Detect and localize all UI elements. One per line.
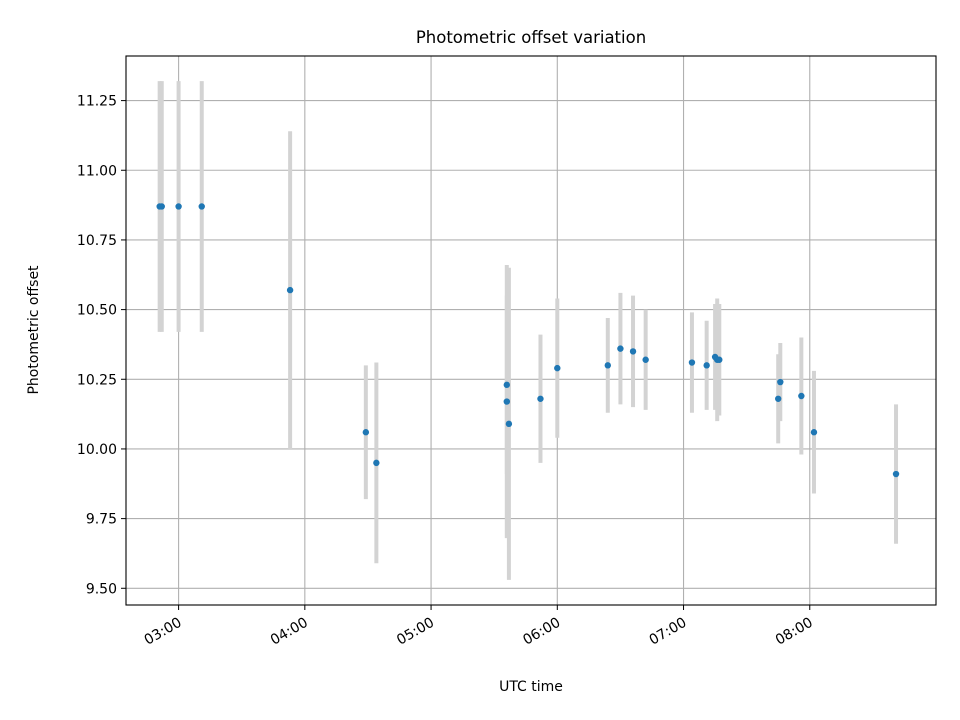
data-point: [716, 356, 723, 363]
x-tick-label: 05:00: [394, 615, 437, 649]
data-point: [775, 395, 782, 402]
y-tick-label: 11.25: [77, 94, 117, 110]
y-tick-label: 10.25: [77, 372, 117, 388]
data-point: [362, 429, 370, 436]
data-point: [703, 362, 710, 369]
chart-title: Photometric offset variation: [416, 28, 646, 47]
data-point: [503, 398, 511, 405]
error-bars: [157, 81, 899, 580]
y-tick-label: 10.00: [77, 442, 117, 458]
y-tick-label: 10.50: [77, 303, 117, 319]
data-points: [156, 203, 900, 478]
y-tick-label: 10.75: [77, 233, 117, 249]
data-point: [286, 286, 294, 294]
y-tick-label: 9.75: [86, 512, 117, 528]
data-point: [892, 470, 900, 478]
data-point: [604, 362, 611, 369]
data-point: [617, 345, 624, 352]
x-tick-label: 08:00: [773, 615, 816, 649]
data-point: [688, 359, 696, 366]
y-axis-label: Photometric offset: [26, 265, 42, 395]
data-point: [175, 203, 182, 210]
x-tick-label: 07:00: [647, 615, 690, 649]
data-point: [505, 420, 513, 428]
x-tick-label: 03:00: [142, 615, 185, 649]
x-tick-label: 04:00: [268, 615, 311, 649]
axis-ticks: 03:00 04:00 05:00 06:00 07:00 08:00 9.50 9.75 10…: [77, 94, 816, 649]
plot-frame: [125, 55, 937, 606]
grid-lines: [126, 56, 936, 605]
data-point: [537, 395, 544, 402]
data-point: [777, 378, 784, 386]
data-point: [798, 392, 805, 400]
y-tick-label: 11.00: [77, 163, 117, 179]
data-point: [810, 429, 818, 436]
data-point: [158, 203, 165, 210]
x-tick-label: 06:00: [520, 615, 563, 649]
data-point: [629, 348, 637, 355]
data-point: [503, 381, 511, 389]
data-point: [642, 356, 649, 363]
data-point: [373, 459, 380, 467]
data-point: [554, 364, 561, 372]
y-tick-label: 9.50: [86, 581, 117, 597]
x-axis-label: UTC time: [499, 679, 563, 695]
data-point: [198, 203, 205, 210]
